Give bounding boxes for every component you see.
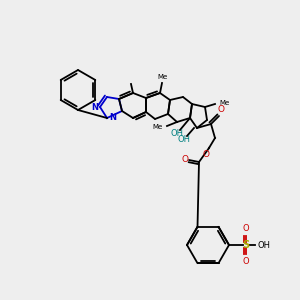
Text: OH: OH (178, 136, 190, 145)
Text: O: O (218, 105, 224, 114)
Text: O: O (182, 154, 188, 164)
Text: N: N (109, 113, 116, 122)
Text: N: N (91, 103, 98, 112)
Text: S: S (242, 240, 250, 250)
Text: OH: OH (170, 130, 184, 139)
Text: OH: OH (258, 241, 271, 250)
Text: Me: Me (153, 124, 163, 130)
Text: Me: Me (158, 74, 168, 80)
Text: O: O (243, 224, 249, 233)
Text: O: O (202, 150, 209, 159)
Text: O: O (243, 257, 249, 266)
Text: Me: Me (219, 100, 229, 106)
